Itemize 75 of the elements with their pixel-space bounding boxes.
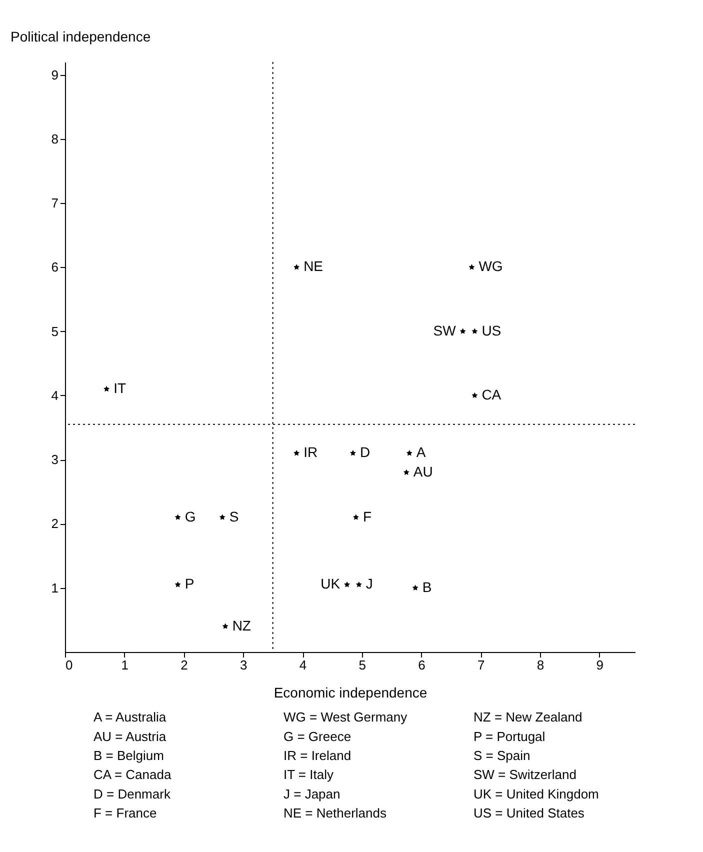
annotation: NZ bbox=[232, 617, 252, 634]
point bbox=[472, 328, 478, 334]
text: IT = Italy bbox=[284, 767, 334, 782]
point bbox=[356, 582, 362, 588]
x-tick-label: 0 bbox=[66, 658, 73, 672]
point bbox=[412, 584, 418, 590]
text: US = United States bbox=[474, 805, 585, 820]
text: G = Greece bbox=[284, 728, 352, 744]
annotation: D bbox=[360, 444, 370, 460]
annotation: G bbox=[184, 508, 196, 524]
point bbox=[468, 264, 475, 270]
text: SW = Switzerland bbox=[474, 767, 576, 782]
point bbox=[350, 450, 356, 456]
text: F = France bbox=[94, 805, 157, 820]
point bbox=[294, 450, 300, 456]
x-tick-label: 4 bbox=[299, 658, 307, 672]
text: UK = United Kingdom bbox=[474, 786, 599, 802]
x-tick-label: 7 bbox=[478, 658, 485, 672]
text: D = Denmark bbox=[94, 786, 171, 802]
y-tick-label: 6 bbox=[51, 260, 58, 275]
text: NZ = New Zealand bbox=[474, 710, 582, 725]
annotation: J bbox=[366, 576, 373, 592]
point bbox=[104, 386, 110, 392]
text: NE = Netherlands bbox=[284, 805, 387, 820]
annotation: S bbox=[229, 508, 239, 524]
point bbox=[472, 392, 478, 398]
point bbox=[460, 328, 466, 334]
annotation: NE bbox=[304, 258, 324, 274]
point bbox=[352, 514, 359, 520]
text: AU = Austria bbox=[94, 728, 167, 744]
x-tick-label: 9 bbox=[596, 658, 604, 672]
x-tick-label: 1 bbox=[121, 658, 128, 672]
x-axis-title: Economic independence bbox=[274, 684, 428, 700]
point bbox=[174, 514, 181, 520]
x-tick-label: 2 bbox=[180, 658, 188, 672]
text: S = Spain bbox=[474, 748, 530, 763]
point bbox=[222, 623, 228, 629]
text: B = Belgium bbox=[94, 748, 164, 763]
y-tick-label: 4 bbox=[51, 388, 58, 403]
text: J = Japan bbox=[284, 786, 340, 802]
text: P = Portugal bbox=[474, 728, 546, 744]
annotation: WG bbox=[478, 258, 503, 274]
y-tick-label: 1 bbox=[51, 580, 58, 596]
x-tick-label: 3 bbox=[240, 658, 248, 672]
annotation: UK bbox=[320, 576, 341, 592]
y-tick-label: 2 bbox=[51, 516, 58, 532]
annotation: IR bbox=[304, 444, 318, 460]
x-tick-label: 6 bbox=[418, 658, 426, 672]
annotation: CA bbox=[482, 386, 502, 402]
annotation: SW bbox=[433, 322, 457, 338]
annotation: IT bbox=[114, 380, 126, 396]
y-axis-title: Political independence bbox=[10, 28, 151, 44]
annotation: US bbox=[482, 322, 502, 338]
annotation: AU bbox=[413, 463, 433, 480]
point bbox=[219, 514, 226, 520]
y-tick-label: 9 bbox=[51, 67, 58, 82]
y-tick-label: 7 bbox=[51, 196, 58, 211]
x-tick-label: 5 bbox=[358, 658, 366, 672]
x-tick-label: 8 bbox=[536, 658, 544, 672]
point bbox=[294, 264, 300, 270]
point bbox=[406, 450, 412, 456]
text: IR = Ireland bbox=[284, 748, 352, 763]
point bbox=[344, 582, 350, 588]
annotation: P bbox=[184, 576, 194, 592]
point bbox=[403, 469, 410, 475]
y-tick-label: 3 bbox=[51, 452, 58, 468]
text: A = Australia bbox=[94, 710, 167, 725]
text: CA = Canada bbox=[94, 767, 172, 782]
point bbox=[174, 582, 181, 588]
y-tick-label: 5 bbox=[51, 324, 58, 339]
annotation: F bbox=[362, 508, 372, 524]
annotation: A bbox=[416, 444, 426, 460]
annotation: B bbox=[422, 578, 432, 595]
y-tick-label: 8 bbox=[51, 131, 58, 146]
text: WG = West Germany bbox=[284, 710, 408, 725]
